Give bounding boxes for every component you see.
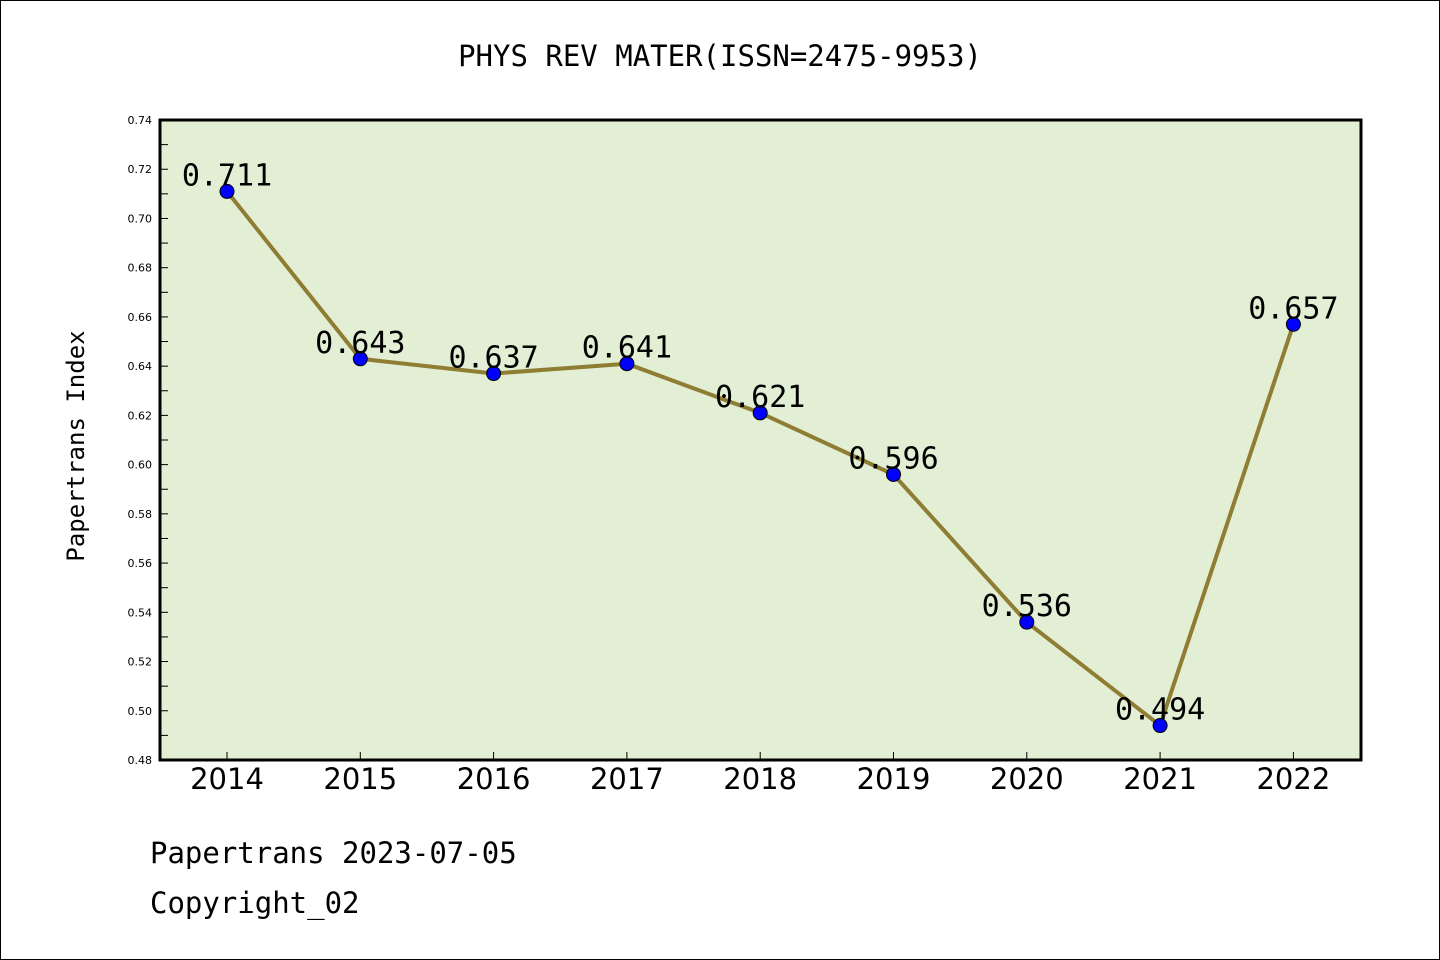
data-point [486, 366, 502, 382]
data-label: 0.657 [1248, 291, 1338, 326]
y-tick-label: 0.72 [128, 163, 153, 176]
data-point [752, 405, 768, 421]
data-point [219, 183, 235, 199]
y-tick-label: 0.58 [128, 508, 153, 521]
data-point [1152, 718, 1168, 734]
chart-title: PHYS REV MATER(ISSN=2475-9953) [458, 39, 982, 73]
y-tick-label: 0.62 [128, 409, 153, 422]
data-label: 0.641 [582, 331, 672, 366]
footer-copyright: Copyright_02 [150, 886, 360, 920]
x-tick-label: 2015 [323, 762, 397, 796]
y-tick-label: 0.60 [128, 459, 153, 472]
y-tick-label: 0.74 [128, 114, 153, 127]
plot-area [158, 118, 1363, 762]
y-tick-label: 0.68 [128, 262, 153, 275]
y-axis-label: Papertrans Index [62, 330, 90, 561]
x-tick-label: 2014 [190, 762, 264, 796]
x-tick-label: 2019 [857, 762, 931, 796]
data-point [352, 351, 368, 367]
y-tick-label: 0.66 [128, 311, 153, 324]
data-point [1019, 614, 1035, 630]
data-label: 0.711 [182, 158, 272, 193]
data-label: 0.621 [715, 380, 805, 415]
x-tick-label: 2022 [1256, 762, 1330, 796]
data-point [1285, 316, 1301, 332]
x-tick-label: 2021 [1123, 762, 1197, 796]
data-point [619, 356, 635, 372]
footer-date: Papertrans 2023-07-05 [150, 836, 517, 870]
y-tick-label: 0.64 [128, 360, 153, 373]
axis-ticks: 0.48 0.50 0.52 0.54 0.56 0.58 0.60 0.62 0.64 0.66… [128, 114, 1331, 796]
data-point [886, 466, 901, 482]
x-tick-label: 2017 [590, 762, 664, 796]
y-tick-label: 0.52 [128, 656, 153, 669]
x-tick-label: 2018 [723, 762, 797, 796]
y-tick-label: 0.70 [128, 212, 153, 225]
marker-layer [219, 183, 1301, 734]
data-label: 0.494 [1115, 693, 1205, 728]
x-tick-label: 2016 [457, 762, 531, 796]
data-label: 0.637 [448, 341, 538, 376]
data-label: 0.536 [982, 589, 1072, 624]
y-tick-label: 0.54 [128, 606, 153, 619]
y-tick-label: 0.50 [128, 705, 153, 718]
data-label: 0.643 [315, 326, 405, 361]
x-tick-label: 2020 [990, 762, 1064, 796]
data-labels-layer: 0.711 0.643 0.637 0.641 0.621 0.596 0.536 0.494… [182, 158, 1339, 727]
y-tick-label: 0.56 [128, 557, 153, 570]
y-tick-label: 0.48 [128, 754, 153, 767]
data-label: 0.596 [848, 441, 938, 476]
